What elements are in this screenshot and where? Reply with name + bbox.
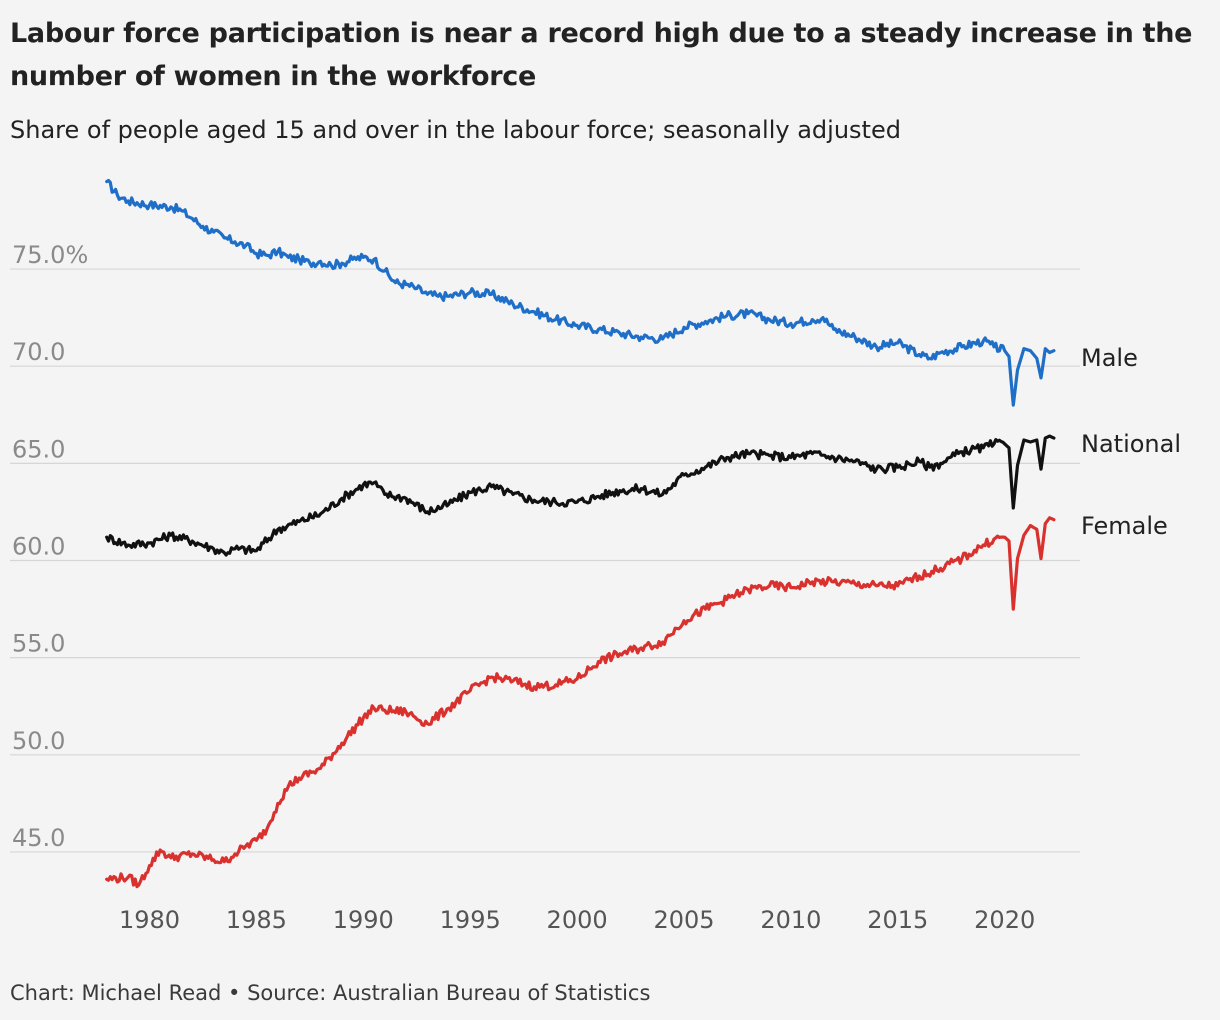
- y-tick-label: 55.0: [12, 630, 65, 658]
- y-tick-label: 70.0: [12, 338, 65, 366]
- series-line-female: [105, 516, 1056, 889]
- y-tick-label: 50.0: [12, 727, 65, 755]
- x-tick-label: 1980: [119, 906, 180, 934]
- series-line-national: [105, 434, 1056, 557]
- y-tick-label: 60.0: [12, 533, 65, 561]
- chart-credit: Chart: Michael Read • Source: Australian…: [10, 981, 651, 1005]
- y-tick-label: 65.0: [12, 435, 65, 463]
- x-axis-ticks: 1980 1985 1990 1995 2000 2005 2010 2015 2020: [119, 906, 1035, 934]
- series-label-female: Female: [1081, 512, 1168, 540]
- x-tick-label: 2010: [760, 906, 821, 934]
- x-tick-label: 1985: [226, 906, 287, 934]
- series-label-male: Male: [1081, 344, 1138, 372]
- series-labels: Male National Female: [1081, 344, 1181, 540]
- gridlines: [10, 268, 1080, 853]
- y-tick-label: 45.0: [12, 824, 65, 852]
- series-line-male: [105, 178, 1056, 407]
- x-tick-label: 2000: [547, 906, 608, 934]
- x-tick-label: 2005: [653, 906, 714, 934]
- line-chart: 45.050.055.060.065.070.075.0% 1980 1985 19…: [10, 178, 1181, 934]
- chart-subtitle: Share of people aged 15 and over in the …: [10, 116, 901, 144]
- series-label-national: National: [1081, 430, 1181, 458]
- x-tick-label: 2020: [974, 906, 1035, 934]
- x-tick-label: 1990: [333, 906, 394, 934]
- series-lines: [105, 178, 1056, 889]
- x-tick-label: 2015: [867, 906, 928, 934]
- chart-title: Labour force participation is near a rec…: [10, 18, 1193, 92]
- y-tick-label: 75.0%: [12, 241, 88, 269]
- x-tick-label: 1995: [440, 906, 501, 934]
- y-axis-ticks: 45.0 50.0 55.0 60.0 65.0 70.0 75.0%: [12, 241, 88, 852]
